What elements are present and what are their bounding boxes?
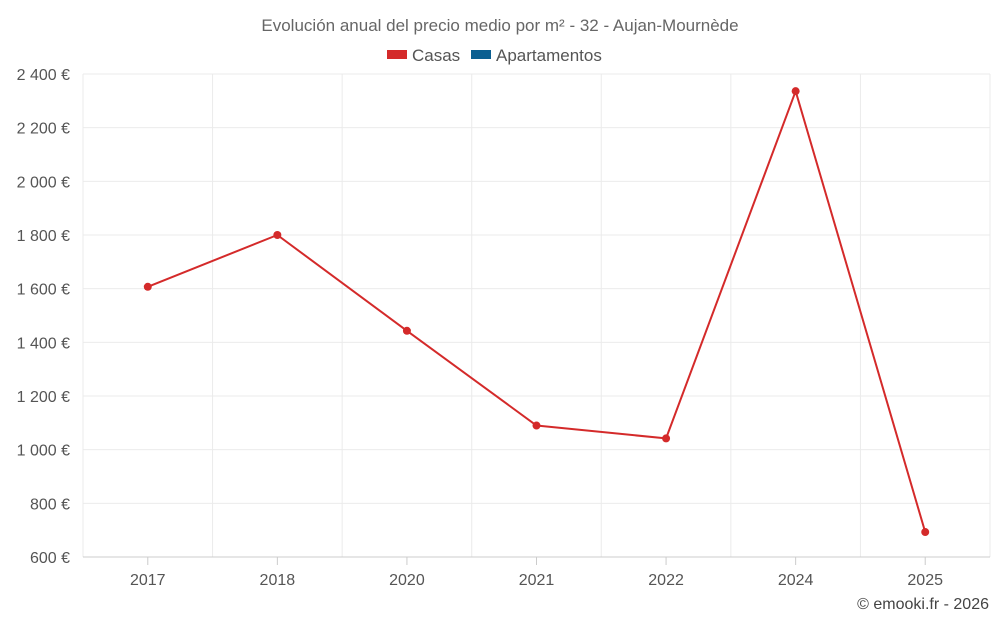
legend-swatch-apartamentos <box>471 50 491 59</box>
legend-swatch-casas <box>387 50 407 59</box>
y-tick-label: 800 € <box>30 496 70 513</box>
data-point-2025[interactable] <box>921 528 930 537</box>
x-tick-label: 2017 <box>130 572 166 589</box>
credit: © emooki.fr - 2026 <box>857 596 989 613</box>
legend-item-casas[interactable]: Casas <box>387 46 460 65</box>
legend-label-apartamentos: Apartamentos <box>496 46 602 65</box>
y-tick-label: 2 200 € <box>17 121 70 138</box>
y-tick-label: 1 200 € <box>17 389 70 406</box>
x-tick-label: 2020 <box>389 572 425 589</box>
data-point-2017[interactable] <box>143 282 152 291</box>
legend-item-apartamentos[interactable]: Apartamentos <box>471 46 602 65</box>
x-tick-label: 2021 <box>519 572 555 589</box>
y-tick-label: 2 000 € <box>17 174 70 191</box>
grid <box>82 73 991 558</box>
x-axis: 2017 2018 2020 2021 2022 2024 2025 <box>83 556 990 589</box>
y-tick-label: 1 000 € <box>17 443 70 460</box>
y-tick-label: 1 800 € <box>17 228 70 245</box>
y-tick-label: 1 400 € <box>17 335 70 352</box>
y-tick-label: 2 400 € <box>17 67 70 84</box>
legend-label-casas: Casas <box>412 46 460 65</box>
data-point-2021[interactable] <box>532 421 541 430</box>
y-tick-label: 600 € <box>30 550 70 567</box>
x-tick-label: 2024 <box>778 572 814 589</box>
data-point-2022[interactable] <box>662 434 671 443</box>
data-point-2018[interactable] <box>273 231 282 239</box>
y-axis: 600 € 800 € 1 000 € 1 200 € 1 400 € 1 600 € 1 … <box>17 67 70 567</box>
series-line-casas <box>147 90 927 533</box>
y-tick-label: 1 600 € <box>17 282 70 299</box>
series-casas <box>143 87 930 537</box>
chart-title: Evolución anual del precio medio por m² … <box>261 16 738 35</box>
x-tick-label: 2025 <box>907 572 943 589</box>
x-tick-label: 2022 <box>648 572 684 589</box>
data-point-2024[interactable] <box>791 87 800 96</box>
data-point-2020[interactable] <box>402 326 411 335</box>
legend: Casas Apartamentos <box>387 46 602 65</box>
x-tick-label: 2018 <box>260 572 296 589</box>
